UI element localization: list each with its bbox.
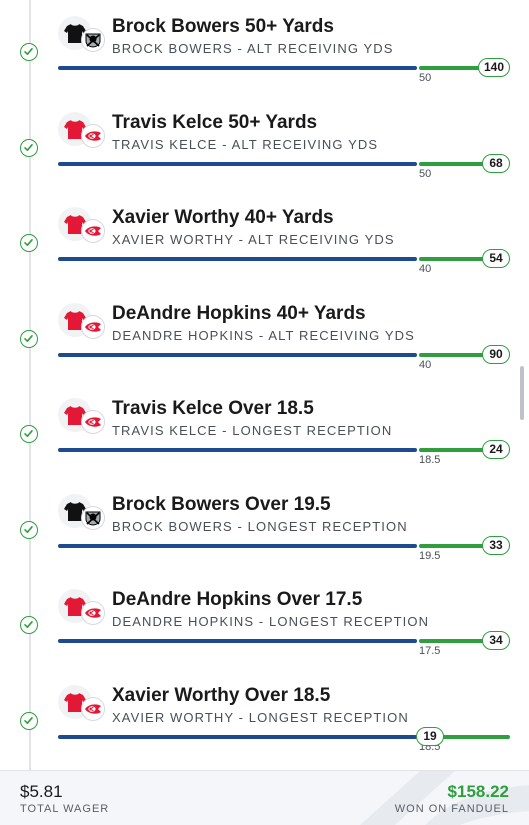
result-value-badge: 140: [477, 58, 510, 77]
leg-subtitle: BROCK BOWERS - LONGEST RECEPTION: [112, 519, 408, 534]
threshold-value: 50: [419, 72, 432, 84]
won-label: WON ON FANDUEL: [394, 803, 509, 815]
progress-bar-to-threshold: [58, 353, 417, 357]
total-wager-amount: $5.81: [20, 782, 63, 801]
progress-bar-beyond-threshold: [419, 162, 510, 166]
parlay-leg[interactable]: Travis Kelce 50+ Yards TRAVIS KELCE - ALT…: [0, 110, 529, 205]
player-avatar: [58, 207, 106, 247]
player-avatar: [58, 303, 106, 343]
leg-title: Brock Bowers 50+ Yards: [112, 16, 334, 37]
threshold-value: 40: [419, 263, 432, 275]
raiders-logo-icon: [81, 506, 105, 530]
leg-subtitle: XAVIER WORTHY - LONGEST RECEPTION: [112, 710, 409, 725]
player-avatar: [58, 589, 106, 629]
threshold-value: 50: [419, 168, 432, 180]
leg-title: Xavier Worthy 40+ Yards: [112, 207, 334, 228]
player-avatar: [58, 494, 106, 534]
check-circle-icon: [20, 234, 38, 252]
progress-bar-to-threshold: [58, 735, 417, 739]
jersey-icon: [58, 16, 92, 50]
leg-subtitle: DEANDRE HOPKINS - ALT RECEIVING YDS: [112, 328, 415, 343]
chiefs-logo-icon: [81, 697, 105, 721]
check-circle-icon: [20, 43, 38, 61]
raiders-logo-icon: [81, 28, 105, 52]
threshold-marker: [417, 446, 419, 454]
progress-bar-to-threshold: [58, 639, 417, 643]
leg-subtitle: TRAVIS KELCE - ALT RECEIVING YDS: [112, 137, 379, 152]
jersey-icon: [58, 589, 92, 623]
leg-title: DeAndre Hopkins 40+ Yards: [112, 303, 366, 324]
progress-bar-beyond-threshold: [419, 257, 510, 261]
progress-bar-to-threshold: [58, 448, 417, 452]
progress-bar-beyond-threshold: [419, 66, 510, 70]
leg-title: Travis Kelce Over 18.5: [112, 398, 314, 419]
player-avatar: [58, 112, 106, 152]
result-value-badge: 33: [482, 536, 510, 555]
timeline-line: [29, 0, 31, 770]
progress-bar-beyond-threshold: [419, 448, 510, 452]
result-value-badge: 24: [482, 440, 510, 459]
won-amount: $158.22: [447, 782, 509, 801]
parlay-leg[interactable]: DeAndre Hopkins 40+ Yards DEANDRE HOPKINS…: [0, 301, 529, 396]
progress-bar-beyond-threshold: [419, 735, 510, 739]
leg-title: Travis Kelce 50+ Yards: [112, 112, 318, 133]
total-wager-label: TOTAL WAGER: [20, 803, 110, 815]
chiefs-logo-icon: [81, 601, 105, 625]
threshold-marker: [417, 542, 419, 550]
threshold-value: 18.5: [419, 454, 441, 466]
leg-subtitle: TRAVIS KELCE - LONGEST RECEPTION: [112, 423, 393, 438]
threshold-value: 17.5: [419, 645, 441, 657]
player-avatar: [58, 398, 106, 438]
threshold-marker: [417, 255, 419, 263]
result-value-badge: 68: [482, 154, 510, 173]
leg-title: DeAndre Hopkins Over 17.5: [112, 589, 363, 610]
progress-bar-to-threshold: [58, 162, 417, 166]
result-value-badge: 34: [482, 631, 510, 650]
threshold-value: 19.5: [419, 550, 441, 562]
threshold-marker: [417, 64, 419, 72]
progress-bar-beyond-threshold: [419, 639, 510, 643]
threshold-value: 40: [419, 359, 432, 371]
check-circle-icon: [20, 139, 38, 157]
chiefs-logo-icon: [81, 124, 105, 148]
leg-subtitle: XAVIER WORTHY - ALT RECEIVING YDS: [112, 232, 395, 247]
leg-title: Xavier Worthy Over 18.5: [112, 685, 331, 706]
threshold-marker: [417, 160, 419, 168]
wager-footer: $5.81 TOTAL WAGER $158.22 WON ON FANDUEL: [0, 770, 529, 825]
progress-bar-to-threshold: [58, 544, 417, 548]
chiefs-logo-icon: [81, 315, 105, 339]
progress-bar-to-threshold: [58, 257, 417, 261]
check-circle-icon: [20, 425, 38, 443]
player-avatar: [58, 16, 106, 56]
result-value-badge: 54: [482, 249, 510, 268]
parlay-leg[interactable]: Brock Bowers Over 19.5 BROCK BOWERS - LON…: [0, 492, 529, 587]
parlay-leg[interactable]: DeAndre Hopkins Over 17.5 DEANDRE HOPKINS…: [0, 587, 529, 682]
check-circle-icon: [20, 712, 38, 730]
chiefs-logo-icon: [81, 410, 105, 434]
check-circle-icon: [20, 330, 38, 348]
leg-subtitle: BROCK BOWERS - ALT RECEIVING YDS: [112, 41, 394, 56]
check-circle-icon: [20, 521, 38, 539]
progress-bar-beyond-threshold: [419, 353, 510, 357]
check-circle-icon: [20, 616, 38, 634]
leg-subtitle: DEANDRE HOPKINS - LONGEST RECEPTION: [112, 614, 430, 629]
parlay-leg[interactable]: Travis Kelce Over 18.5 TRAVIS KELCE - LON…: [0, 396, 529, 491]
progress-bar-to-threshold: [58, 66, 417, 70]
scrollbar[interactable]: [520, 366, 524, 420]
progress-bar-beyond-threshold: [419, 544, 510, 548]
chiefs-logo-icon: [81, 219, 105, 243]
parlay-leg[interactable]: Xavier Worthy Over 18.5 XAVIER WORTHY - L…: [0, 683, 529, 778]
leg-title: Brock Bowers Over 19.5: [112, 494, 331, 515]
parlay-leg[interactable]: Xavier Worthy 40+ Yards XAVIER WORTHY - A…: [0, 205, 529, 300]
parlay-leg[interactable]: Brock Bowers 50+ Yards BROCK BOWERS - ALT…: [0, 14, 529, 109]
result-value-badge: 90: [482, 345, 510, 364]
result-value-badge: 19: [416, 727, 444, 746]
player-avatar: [58, 685, 106, 725]
footer-watermark-icon: [360, 771, 529, 825]
threshold-marker: [417, 351, 419, 359]
threshold-marker: [417, 637, 419, 645]
